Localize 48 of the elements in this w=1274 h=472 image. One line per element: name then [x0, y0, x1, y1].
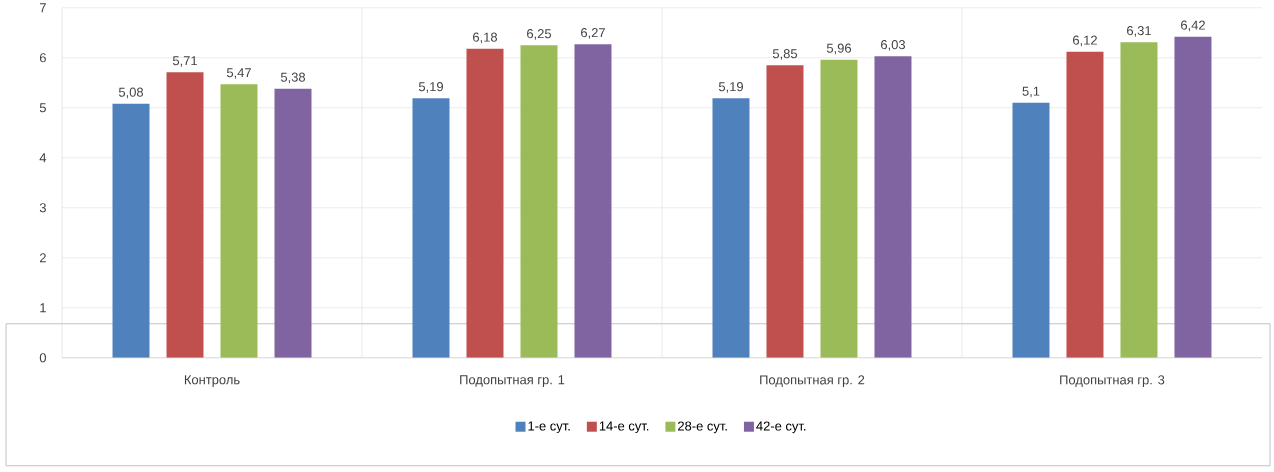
bar — [1012, 102, 1050, 358]
data-label: 5,38 — [280, 72, 306, 84]
legend-label: 28-е сут. — [678, 421, 727, 434]
bar — [1066, 51, 1104, 358]
y-tick-label: 6 — [39, 53, 46, 63]
bar — [466, 48, 504, 358]
x-tick-label: Подопытная гр. 2 — [760, 375, 865, 388]
legend-label: 1-е сут. — [528, 421, 570, 434]
data-label: 6,12 — [1073, 35, 1097, 47]
y-tick-label: 1 — [40, 303, 46, 313]
y-tick-label: 0 — [39, 353, 46, 363]
data-label: 5,08 — [118, 87, 144, 99]
data-label: 5,47 — [226, 68, 251, 79]
bar — [112, 103, 150, 358]
data-label: 5,19 — [718, 82, 743, 93]
data-label: 6,25 — [527, 29, 552, 40]
bar — [1174, 36, 1212, 358]
data-label: 5,71 — [172, 56, 197, 67]
data-label: 6,42 — [1181, 20, 1205, 32]
bar — [520, 45, 558, 358]
bar — [220, 84, 258, 358]
bar — [712, 98, 750, 358]
data-label: 6,31 — [1127, 26, 1151, 37]
data-label: 5,1 — [1022, 86, 1040, 98]
bar — [574, 44, 612, 358]
y-tick-label: 4 — [39, 153, 47, 163]
y-tick-label: 5 — [39, 103, 46, 113]
data-label: 6,27 — [581, 28, 605, 39]
data-label: 6,03 — [881, 40, 906, 51]
data-label: 5,85 — [772, 49, 798, 60]
bar — [820, 59, 858, 358]
x-tick-label: Подопытная гр. 1 — [460, 375, 565, 387]
bar — [274, 88, 312, 358]
bar — [874, 56, 912, 358]
y-tick-label: 7 — [39, 3, 46, 13]
legend-label: 14-е сут. — [599, 421, 649, 434]
data-label: 5,96 — [826, 43, 852, 55]
y-tick-label: 3 — [39, 203, 46, 213]
bar — [166, 72, 204, 358]
x-tick-label: Контроль — [184, 375, 240, 387]
legend-label: 42-е сут. — [756, 421, 806, 434]
bar — [766, 65, 804, 358]
data-label: 6,18 — [473, 32, 498, 44]
bar — [412, 98, 450, 358]
y-tick-label: 2 — [39, 253, 46, 263]
x-tick-label: Подопытная гр. 3 — [1060, 375, 1165, 388]
data-label: 5,19 — [418, 82, 443, 93]
bar — [1120, 42, 1158, 358]
